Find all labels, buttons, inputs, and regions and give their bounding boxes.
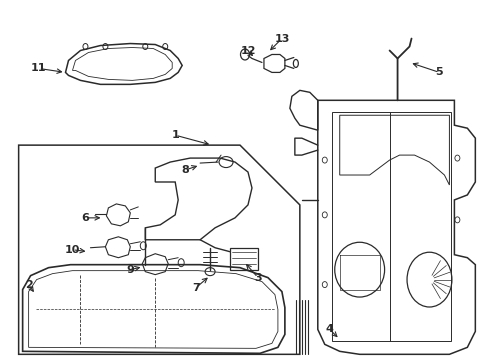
Text: 7: 7 [192, 283, 200, 293]
Text: 12: 12 [240, 45, 255, 55]
Text: 6: 6 [81, 213, 89, 223]
Text: 10: 10 [65, 245, 80, 255]
Text: 11: 11 [31, 63, 46, 73]
Text: 3: 3 [254, 273, 261, 283]
Text: 4: 4 [325, 324, 333, 334]
Text: 5: 5 [435, 67, 442, 77]
Bar [229, 248, 258, 270]
Text: 2: 2 [25, 280, 32, 289]
Text: 1: 1 [171, 130, 179, 140]
Text: 9: 9 [126, 265, 134, 275]
Text: 8: 8 [181, 165, 189, 175]
Text: 13: 13 [274, 33, 289, 44]
